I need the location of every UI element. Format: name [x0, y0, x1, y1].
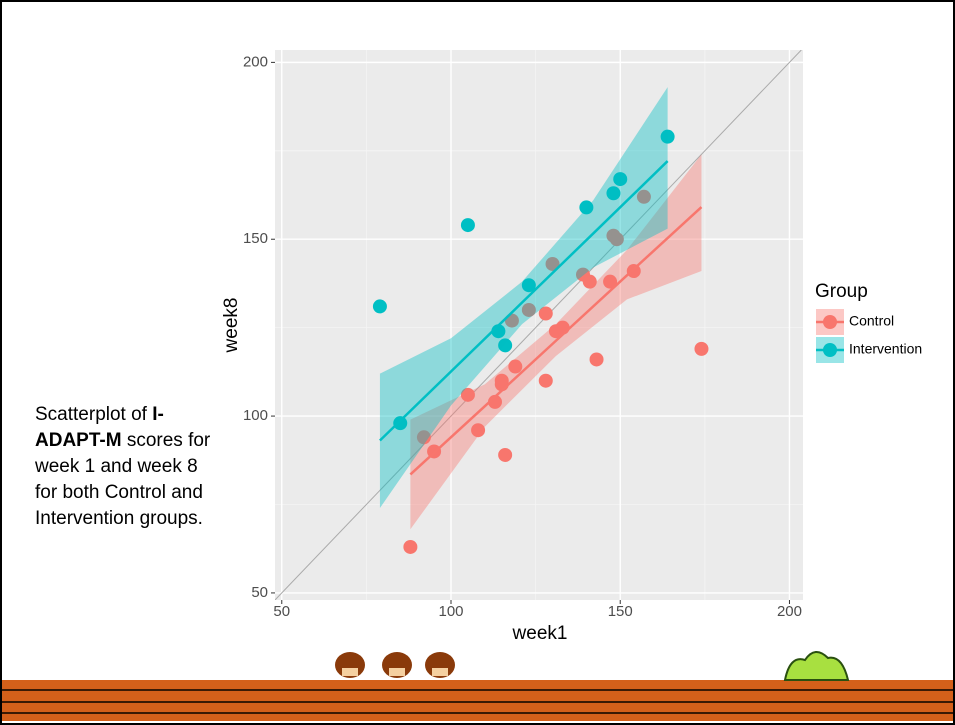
slide: Scatterplot of I-ADAPT-M scores for week…	[0, 0, 955, 725]
slide-border	[0, 0, 955, 725]
